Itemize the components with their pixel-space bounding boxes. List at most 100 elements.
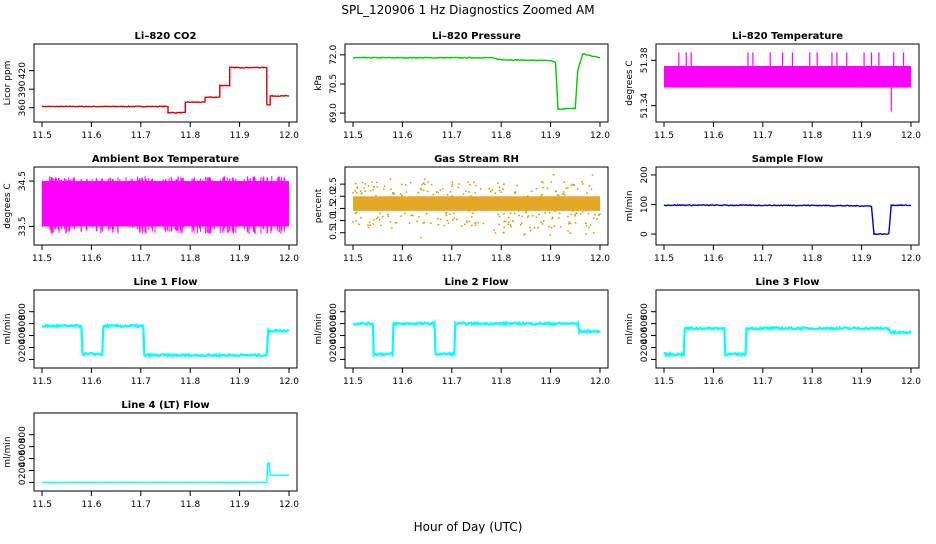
data-point	[359, 190, 362, 193]
data-point	[585, 225, 588, 227]
x-tick-label: 11.5	[343, 377, 363, 387]
data-point	[550, 226, 553, 229]
data-point	[591, 174, 594, 176]
data-point	[378, 218, 381, 221]
x-tick-label: 11.7	[753, 377, 773, 387]
y-tick-label: 600	[640, 315, 650, 332]
data-point	[566, 186, 569, 189]
data-point	[372, 188, 374, 191]
data-point	[550, 181, 553, 183]
series-layer	[663, 325, 912, 358]
panel-8: Line 2 Flow ml/min 11.5 11.6 11.7 11.8 11.9 12.…	[314, 277, 610, 387]
x-tick-label: 11.6	[392, 254, 412, 264]
data-point	[569, 232, 572, 235]
x-tick-label: 11.5	[343, 131, 363, 141]
x-tick-label: 11.8	[180, 131, 200, 141]
x-tick-label: 11.5	[32, 377, 52, 387]
data-point	[597, 214, 600, 217]
data-point	[563, 193, 566, 196]
panel-title: Line 1 Flow	[134, 277, 198, 288]
panel-1: Li–820 CO2 Licor ppm 11.5 11.6 11.7 11.8 11.9 1…	[3, 31, 299, 141]
data-point	[479, 188, 482, 190]
data-point	[375, 181, 378, 184]
data-point	[391, 191, 394, 194]
y-tick-label: 0	[18, 479, 28, 485]
panel-title: Line 2 Flow	[445, 277, 509, 288]
y-tick-label: 51.38	[640, 47, 650, 73]
data-point	[451, 183, 454, 186]
data-point	[386, 213, 389, 216]
y-tick-label: 69.0	[329, 103, 339, 123]
data-point	[401, 194, 403, 197]
data-point	[527, 214, 530, 217]
data-point	[372, 218, 375, 221]
data-point	[363, 187, 365, 189]
x-tick-label: 11.9	[541, 131, 561, 141]
data-point	[489, 190, 492, 193]
data-point	[548, 225, 551, 228]
data-point	[437, 223, 440, 226]
data-point	[421, 183, 423, 186]
data-point	[579, 213, 582, 215]
data-point	[567, 230, 569, 232]
x-tick-label: 11.8	[180, 377, 200, 387]
data-point	[496, 182, 499, 185]
series-layer	[352, 319, 601, 359]
y-tick-label: 420	[18, 62, 28, 79]
x-tick-label: 11.6	[81, 377, 101, 387]
data-point	[445, 211, 448, 214]
panel-10: Line 4 (LT) Flow ml/min 11.5 11.6 11.7 11.8 11…	[3, 400, 299, 510]
x-tick-label: 11.8	[491, 131, 511, 141]
data-point	[364, 190, 367, 193]
x-tick-label: 11.6	[81, 500, 101, 510]
x-tick-label: 11.6	[392, 377, 412, 387]
data-point	[364, 183, 367, 185]
x-tick-label: 11.6	[703, 254, 723, 264]
data-point	[581, 211, 584, 213]
data-point	[584, 222, 587, 225]
data-point	[596, 218, 598, 220]
data-point	[510, 226, 513, 228]
x-tick-label: 11.8	[491, 254, 511, 264]
plot-frame	[33, 166, 298, 246]
x-tick-label: 11.5	[654, 254, 674, 264]
data-point	[516, 184, 519, 187]
panel-5: Gas Stream RH percent 11.5 11.6 11.7 11.8 11.9…	[314, 154, 610, 264]
data-point	[355, 219, 357, 222]
x-tick-label: 11.7	[442, 254, 462, 264]
x-tick-label: 11.7	[442, 131, 462, 141]
data-point	[509, 224, 512, 226]
data-point	[389, 178, 392, 180]
series-layer	[41, 323, 290, 359]
figure-title: SPL_120906 1 Hz Diagnostics Zoomed AM	[341, 3, 594, 17]
data-point	[355, 211, 358, 214]
data-point	[369, 189, 372, 192]
data-point	[548, 211, 551, 214]
data-point	[474, 184, 477, 187]
data-point	[531, 214, 534, 217]
data-point	[587, 213, 590, 215]
data-point	[354, 212, 357, 215]
data-point	[408, 222, 411, 224]
x-tick-label: 11.9	[541, 377, 561, 387]
panel-6: Sample Flow ml/min 11.5 11.6 11.7 11.8 11.9 12.…	[625, 154, 921, 264]
y-tick-label: 400	[18, 450, 28, 467]
x-tick-label: 12.0	[901, 377, 921, 387]
data-point	[571, 209, 574, 212]
data-point	[513, 212, 516, 215]
data-point	[400, 215, 402, 218]
data-point	[540, 181, 543, 183]
data-point	[376, 216, 379, 219]
y-axis-label: Licor ppm	[3, 61, 13, 106]
series-layer	[664, 52, 911, 112]
data-point	[410, 214, 413, 217]
x-tick-label: 11.9	[230, 500, 250, 510]
data-point	[417, 191, 420, 194]
data-point	[453, 212, 455, 215]
data-point	[566, 215, 569, 218]
x-tick-label: 11.8	[802, 254, 822, 264]
data-point	[535, 216, 538, 219]
data-point	[551, 217, 554, 220]
x-tick-label: 12.0	[279, 131, 299, 141]
data-point	[503, 212, 505, 215]
